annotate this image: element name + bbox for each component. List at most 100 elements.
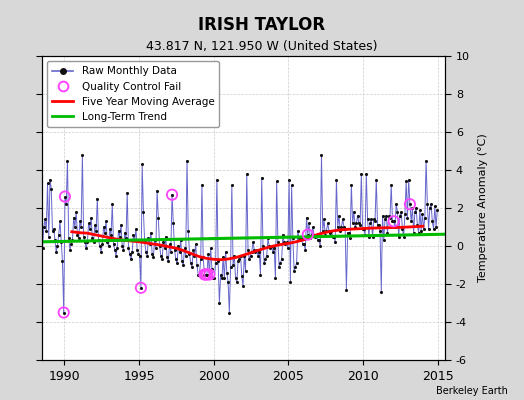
Point — [180, 245, 189, 251]
Point — [377, 288, 386, 295]
Point — [289, 235, 297, 242]
Point — [417, 228, 425, 234]
Point — [183, 157, 191, 164]
Point — [405, 176, 413, 183]
Point — [193, 262, 201, 268]
Point — [398, 226, 407, 232]
Point — [406, 201, 414, 207]
Point — [34, 190, 42, 196]
Point — [244, 246, 252, 253]
Point — [425, 205, 434, 211]
Point — [48, 228, 57, 234]
Point — [369, 216, 378, 222]
Point — [271, 275, 280, 282]
Point — [121, 230, 129, 236]
Point — [177, 237, 185, 244]
Point — [353, 212, 362, 219]
Point — [263, 252, 271, 259]
Point — [53, 243, 62, 249]
Point — [210, 275, 219, 282]
Point — [321, 231, 330, 238]
Point — [82, 245, 90, 251]
Point — [309, 224, 317, 230]
Point — [312, 231, 321, 238]
Point — [368, 233, 377, 240]
Point — [134, 250, 143, 257]
Point — [159, 239, 168, 245]
Point — [373, 222, 381, 228]
Point — [209, 275, 217, 282]
Point — [342, 286, 351, 293]
Point — [350, 209, 358, 215]
Point — [356, 222, 364, 228]
Point — [37, 241, 46, 247]
Point — [232, 275, 240, 282]
Point — [305, 220, 313, 226]
Point — [128, 248, 136, 255]
Point — [40, 224, 48, 230]
Point — [310, 231, 318, 238]
Point — [254, 252, 262, 259]
Point — [406, 201, 414, 207]
Point — [179, 262, 188, 268]
Point — [68, 237, 77, 244]
Point — [385, 212, 393, 219]
Point — [217, 275, 226, 282]
Point — [379, 237, 388, 244]
Point — [32, 231, 40, 238]
Point — [427, 201, 435, 207]
Point — [158, 256, 166, 262]
Point — [63, 157, 72, 164]
Point — [226, 264, 235, 270]
Point — [291, 264, 300, 270]
Point — [395, 233, 403, 240]
Text: IRISH TAYLOR: IRISH TAYLOR — [199, 16, 325, 34]
Point — [170, 246, 179, 253]
Point — [239, 283, 247, 289]
Point — [200, 271, 209, 278]
Point — [154, 214, 162, 221]
Point — [58, 258, 67, 264]
Point — [257, 174, 266, 181]
Point — [325, 228, 333, 234]
Text: Berkeley Earth: Berkeley Earth — [436, 386, 508, 396]
Point — [205, 271, 214, 278]
Point — [190, 252, 199, 259]
Point — [93, 195, 102, 202]
Point — [234, 258, 242, 264]
Point — [124, 245, 133, 251]
Point — [164, 258, 172, 264]
Point — [112, 252, 120, 259]
Point — [43, 180, 52, 186]
Point — [100, 224, 108, 230]
Point — [303, 231, 312, 238]
Point — [103, 239, 112, 245]
Point — [199, 254, 208, 261]
Point — [61, 193, 69, 200]
Point — [147, 230, 155, 236]
Point — [178, 258, 186, 264]
Point — [64, 235, 73, 242]
Point — [203, 271, 211, 278]
Point — [87, 214, 95, 221]
Point — [387, 182, 396, 188]
Point — [315, 237, 323, 244]
Point — [132, 226, 140, 232]
Point — [235, 256, 244, 262]
Point — [214, 258, 222, 264]
Point — [399, 233, 408, 240]
Point — [428, 218, 436, 224]
Point — [140, 239, 149, 245]
Point — [35, 214, 43, 221]
Point — [83, 239, 92, 245]
Point — [72, 209, 80, 215]
Point — [91, 222, 99, 228]
Point — [414, 230, 423, 236]
Point — [343, 230, 352, 236]
Point — [382, 212, 390, 219]
Point — [381, 216, 389, 222]
Point — [313, 237, 322, 244]
Point — [163, 254, 171, 261]
Point — [401, 210, 409, 217]
Point — [269, 248, 277, 255]
